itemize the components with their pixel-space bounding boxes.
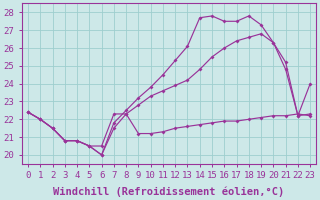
X-axis label: Windchill (Refroidissement éolien,°C): Windchill (Refroidissement éolien,°C) xyxy=(53,186,285,197)
